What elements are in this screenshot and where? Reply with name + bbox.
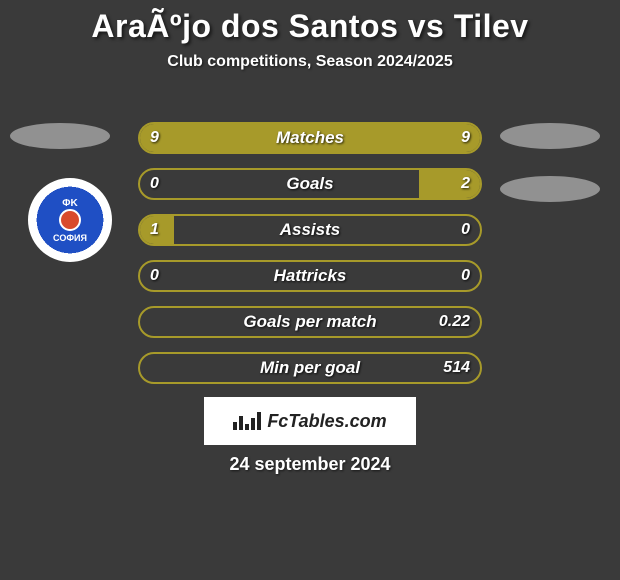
stat-value-left: 9: [150, 124, 159, 152]
stat-row: Goals per match0.22: [138, 306, 482, 338]
stat-label: Assists: [140, 216, 480, 244]
stat-row: Min per goal514: [138, 352, 482, 384]
stat-value-right: 2: [461, 170, 470, 198]
page-title: AraÃºjo dos Santos vs Tilev: [0, 0, 620, 45]
player-ellipse: [500, 123, 600, 149]
stats-bars: Matches99Goals02Assists10Hattricks00Goal…: [138, 122, 482, 398]
comparison-infographic: AraÃºjo dos Santos vs Tilev Club competi…: [0, 0, 620, 580]
stat-value-left: 0: [150, 170, 159, 198]
player-ellipse: [10, 123, 110, 149]
club-logo-bottom-text: СОФИЯ: [53, 233, 87, 243]
fctables-watermark: FcTables.com: [204, 397, 416, 445]
club-logo-top-text: ΦK: [62, 198, 77, 209]
stat-label: Matches: [140, 124, 480, 152]
stat-value-right: 514: [443, 354, 470, 382]
stat-row: Goals0 2: [138, 168, 482, 200]
player-ellipse: [500, 176, 600, 202]
club-logo-ball: [59, 209, 81, 231]
page-subtitle: Club competitions, Season 2024/2025: [0, 53, 620, 71]
stat-label: Goals: [140, 170, 480, 198]
stat-label: Min per goal: [140, 354, 480, 382]
stat-row: Assists1 0: [138, 214, 482, 246]
stat-value-left: 1: [150, 216, 159, 244]
stat-value-right: 0: [461, 216, 470, 244]
stat-row: Hattricks0 0: [138, 260, 482, 292]
stat-label: Hattricks: [140, 262, 480, 290]
fctables-bars-icon: [233, 412, 261, 430]
stat-label: Goals per match: [140, 308, 480, 336]
stat-row: Matches9 9: [138, 122, 482, 154]
stat-value-right: 0.22: [439, 308, 470, 336]
stat-value-left: 0: [150, 262, 159, 290]
stat-value-right: 9: [461, 124, 470, 152]
stat-value-right: 0: [461, 262, 470, 290]
club-logo: ΦK СОФИЯ: [28, 178, 112, 262]
fctables-label: FcTables.com: [267, 411, 386, 432]
infographic-date: 24 september 2024: [0, 454, 620, 475]
